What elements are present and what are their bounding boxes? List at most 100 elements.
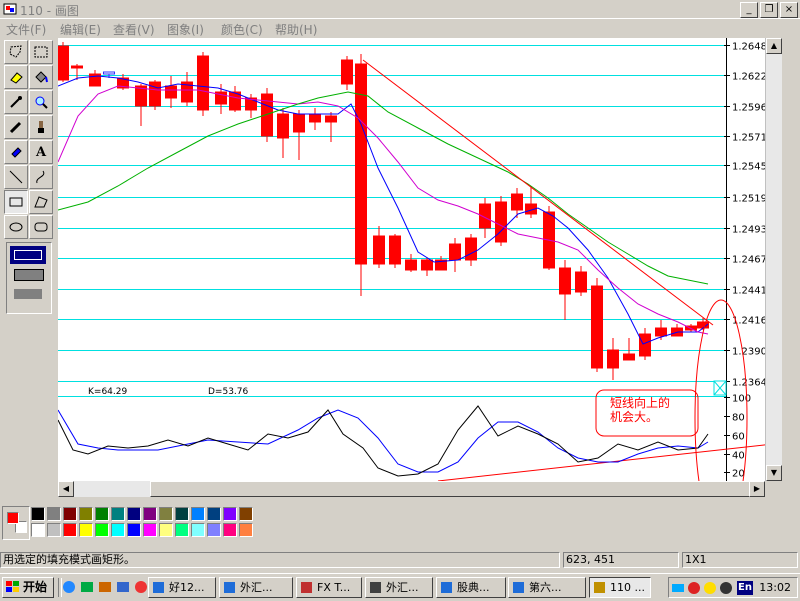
scroll-right-icon[interactable]: ▶ <box>749 481 765 497</box>
candle-body <box>245 97 257 111</box>
menu-help[interactable]: 帮助(H) <box>275 23 318 37</box>
palette-swatch[interactable] <box>223 523 237 537</box>
palette-swatch[interactable] <box>63 523 77 537</box>
candle-body <box>215 91 227 105</box>
palette-swatch[interactable] <box>31 507 45 521</box>
start-button[interactable]: 开始 <box>2 577 54 598</box>
fill-style-outline[interactable] <box>10 246 46 264</box>
tray-app-icon[interactable] <box>703 581 717 595</box>
taskbar-button[interactable]: FX T... <box>296 577 362 598</box>
palette-swatch[interactable] <box>95 507 109 521</box>
fill-icon[interactable] <box>29 65 53 89</box>
palette-swatch[interactable] <box>239 507 253 521</box>
scroll-down-icon[interactable]: ▼ <box>766 465 782 481</box>
polygon-icon[interactable] <box>29 190 53 214</box>
rect-select-icon[interactable] <box>29 40 53 64</box>
eraser-icon[interactable] <box>4 65 28 89</box>
price-tick-label: 1.2416 <box>732 316 765 327</box>
palette-swatch[interactable] <box>159 523 173 537</box>
scroll-left-icon[interactable]: ◀ <box>58 481 74 497</box>
drawing-canvas[interactable]: 1.2648 1.2622 1.2596 1.2571 1.2545 1.2519 1.24… <box>58 38 765 481</box>
airbrush-icon[interactable] <box>4 140 28 164</box>
start-label: 开始 <box>23 580 48 594</box>
palette-swatch[interactable] <box>159 507 173 521</box>
palette-swatch[interactable] <box>111 523 125 537</box>
free-select-icon[interactable] <box>4 40 28 64</box>
line-icon[interactable] <box>4 165 28 189</box>
taskbar-button[interactable]: 第六... <box>508 577 586 598</box>
palette-swatch[interactable] <box>207 507 221 521</box>
input-language-indicator[interactable]: En <box>737 581 753 595</box>
quick-launch-icon[interactable] <box>80 580 94 594</box>
scroll-up-icon[interactable]: ▲ <box>766 38 782 54</box>
candle-body <box>495 201 507 243</box>
palette-swatch[interactable] <box>175 507 189 521</box>
palette-swatch[interactable] <box>175 523 189 537</box>
palette-swatch[interactable] <box>79 507 93 521</box>
taskbar-button[interactable]: 股典... <box>436 577 506 598</box>
fill-style-filled-outline[interactable] <box>14 269 44 281</box>
taskbar-button[interactable]: 外汇... <box>365 577 433 598</box>
menu-image[interactable]: 图象(I) <box>167 23 204 37</box>
palette-swatch[interactable] <box>31 523 45 537</box>
minimize-button[interactable]: _ <box>740 2 758 18</box>
palette-swatch[interactable] <box>47 523 61 537</box>
palette-swatch[interactable] <box>111 507 125 521</box>
quick-launch-icon[interactable] <box>98 580 112 594</box>
palette-swatch[interactable] <box>223 507 237 521</box>
quick-launch-icon[interactable] <box>62 580 76 594</box>
horizontal-scrollbar[interactable]: ◀ ▶ <box>58 481 765 497</box>
current-colors <box>2 506 30 540</box>
background-color-swatch[interactable] <box>15 521 27 533</box>
taskbar-button[interactable]: 好12... <box>148 577 216 598</box>
candle-body <box>165 85 177 99</box>
price-tick-label: 1.2467 <box>732 255 765 266</box>
restore-button[interactable]: ❐ <box>760 2 778 18</box>
taskbar-button[interactable]: 外汇... <box>219 577 293 598</box>
palette-swatch[interactable] <box>79 523 93 537</box>
tray-app-icon[interactable] <box>719 581 733 595</box>
rectangle-icon[interactable] <box>4 190 28 214</box>
palette-swatch[interactable] <box>47 507 61 521</box>
palette-swatch[interactable] <box>127 507 141 521</box>
magnifier-icon[interactable] <box>29 90 53 114</box>
windows-logo-icon <box>6 581 19 592</box>
price-tick-label: 1.2441 <box>732 286 765 297</box>
palette-swatch[interactable] <box>95 523 109 537</box>
menu-edit[interactable]: 编辑(E) <box>60 23 101 37</box>
palette-swatch[interactable] <box>143 523 157 537</box>
pencil-icon[interactable] <box>4 115 28 139</box>
vertical-scrollbar[interactable]: ▲ ▼ <box>765 38 782 481</box>
ellipse-icon[interactable] <box>4 215 28 239</box>
menu-file[interactable]: 文件(F) <box>6 23 47 37</box>
brush-icon[interactable] <box>29 115 53 139</box>
palette-swatch[interactable] <box>127 523 141 537</box>
highlight-ellipse <box>694 299 748 481</box>
quick-launch-icon[interactable] <box>116 580 130 594</box>
palette-swatch[interactable] <box>191 507 205 521</box>
palette-swatch[interactable] <box>191 523 205 537</box>
curve-icon[interactable] <box>29 165 53 189</box>
close-button[interactable]: × <box>780 2 798 18</box>
palette-swatch[interactable] <box>207 523 221 537</box>
menu-view[interactable]: 查看(V) <box>113 23 155 37</box>
eyedropper-icon[interactable] <box>4 90 28 114</box>
candle-body <box>355 63 367 265</box>
window-title: 110 - 画图 <box>20 4 79 18</box>
palette-swatch[interactable] <box>143 507 157 521</box>
clock: 13:02 <box>759 581 791 594</box>
menu-colors[interactable]: 颜色(C) <box>221 23 263 37</box>
text-icon[interactable]: A <box>29 140 53 164</box>
rounded-rect-icon[interactable] <box>29 215 53 239</box>
palette-swatch[interactable] <box>63 507 77 521</box>
taskbar-button[interactable]: 110 ... <box>589 577 651 598</box>
foreground-color-swatch[interactable] <box>7 512 19 524</box>
tray-app-icon[interactable] <box>671 581 685 595</box>
tray-app-icon[interactable] <box>687 581 701 595</box>
fill-style-filled[interactable] <box>14 289 42 299</box>
quick-launch-icon[interactable] <box>134 580 148 594</box>
horizontal-scroll-thumb[interactable] <box>150 481 758 497</box>
candle-body <box>479 203 491 229</box>
palette-swatch[interactable] <box>239 523 253 537</box>
candle-body <box>525 203 537 215</box>
